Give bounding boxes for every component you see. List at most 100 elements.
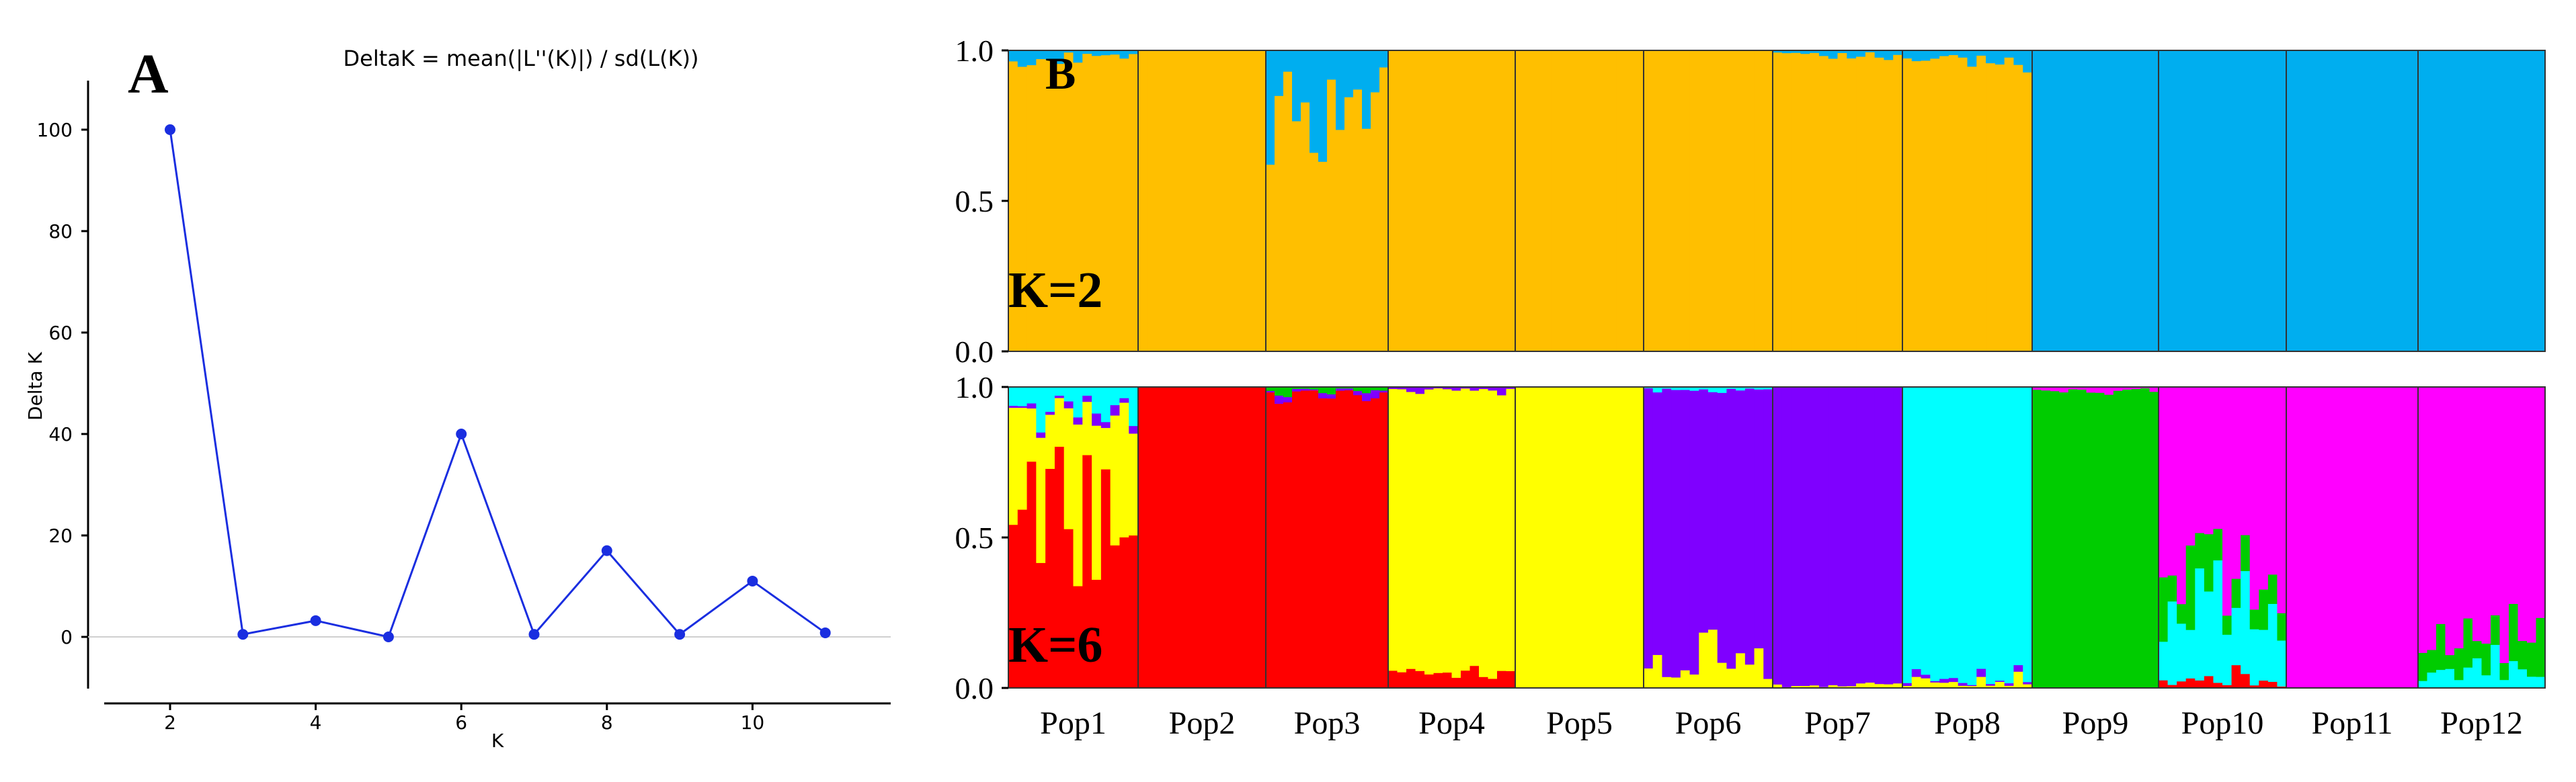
structure-bar-segment [1930,50,1940,59]
y-tick-label: 0.0 [955,335,994,369]
structure-bar-segment [1027,387,1037,404]
structure-bar-segment [1379,67,1389,352]
structure-bar-segment [1644,388,1654,669]
structure-bar-segment [1967,66,1977,352]
structure-bar-segment [2122,50,2132,352]
structure-bar-segment [1662,50,1672,352]
structure-bar-segment [2267,603,2278,682]
structure-bar-segment [2509,603,2519,662]
structure-bar-segment [1479,50,1489,352]
structure-bar-segment [1689,387,1699,391]
structure-bar-segment [1138,50,1148,352]
structure-bar-segment [2509,660,2519,689]
structure-bar-segment [2418,652,2428,681]
structure-bar-segment [2536,387,2546,618]
structure-bar-segment [1301,50,1310,103]
structure-bar-segment [2518,387,2528,642]
structure-bar-segment [1902,683,1913,687]
population-label: Pop7 [1804,705,1871,741]
structure-bar-segment [1388,670,1398,689]
y-tick-label: 80 [48,220,73,243]
structure-bar-segment [1680,387,1691,390]
structure-bar-segment [1443,672,1453,689]
structure-bar-segment [1874,683,1885,689]
structure-bar-segment [1479,387,1489,390]
structure-bar-segment [1388,50,1398,352]
structure-bar-segment [1884,684,1894,689]
data-point [601,545,612,556]
structure-bar-segment [1147,387,1157,689]
structure-bar-segment [1379,392,1389,689]
data-point [383,632,394,642]
structure-bar-segment [1371,390,1380,398]
structure-bar-segment [1266,164,1275,352]
structure-bar-segment [2472,50,2483,352]
structure-bar-segment [2059,392,2069,689]
structure-bar-segment [1063,50,1074,53]
structure-bar-segment [2454,387,2464,649]
structure-bar-segment [1193,50,1203,352]
structure-bar-segment [1800,53,1810,352]
structure-bar-segment [2231,607,2241,666]
structure-bar-segment [2296,387,2306,689]
structure-bar-segment [2241,570,2251,675]
structure-bar-segment [2454,648,2464,681]
structure-bar-segment [1119,402,1129,537]
structure-bar-segment [1986,685,1996,689]
structure-bar-segment [1967,685,1977,689]
structure-bar-segment [1754,50,1764,352]
structure-bar-segment [1837,686,1847,689]
structure-bar-segment [1902,58,1913,352]
structure-bar-segment [1818,387,1829,687]
structure-bar-segment [1008,407,1018,525]
structure-bar-segment [1301,390,1310,689]
structure-bar-segment [1744,388,1755,665]
structure-bar-segment [1699,387,1709,390]
structure-bar-segment [1211,50,1221,352]
structure-bar-segment [1470,387,1480,391]
data-point [674,629,686,640]
structure-bar-segment [2259,50,2269,352]
structure-bar-segment [2195,680,2205,689]
structure-bar-segment [1644,50,1654,352]
structure-bar-segment [2463,618,2473,668]
structure-bar-segment [2267,387,2278,575]
structure-bar-segment [1995,680,2005,683]
structure-bar-segment [1415,387,1425,394]
structure-bar-segment [1717,387,1728,393]
structure-bar-segment [1129,535,1139,689]
structure-bar-segment [2445,387,2455,656]
structure-bar-segment [2095,387,2105,393]
structure-bar-segment [2032,387,2042,390]
data-point [310,615,321,626]
structure-bar-segment [1292,50,1301,122]
structure-bar-segment [2023,681,2033,685]
structure-bar-segment [2004,50,2015,58]
structure-bar-segment [1183,50,1194,352]
structure-bar-segment [1301,102,1310,352]
structure-bar-segment [1318,50,1328,162]
structure-bar-segment [1625,50,1635,352]
structure-bar-segment [1995,50,2005,65]
structure-bar-segment [1680,50,1691,352]
structure-bar-segment [1220,50,1230,352]
structure-bar-segment [1828,387,1839,685]
x-tick-label: 6 [455,711,467,734]
structure-bar-segment [1597,50,1608,352]
structure-bar-segment [1744,387,1755,389]
structure-bar-segment [2059,50,2069,352]
structure-bar-segment [1773,52,1783,352]
structure-bar-segment [1948,387,1959,679]
structure-bar-segment [1073,424,1083,586]
structure-bar-segment [1699,389,1709,633]
structure-bar-segment [2241,535,2251,572]
structure-bar-segment [1110,545,1121,689]
y-tick-label: 0.5 [955,184,994,218]
structure-bar-segment [1344,50,1354,97]
structure-bar-segment [1165,387,1175,689]
structure-bar-segment [1100,421,1111,429]
structure-bar-segment [1362,50,1371,129]
structure-bar-segment [1818,50,1829,56]
